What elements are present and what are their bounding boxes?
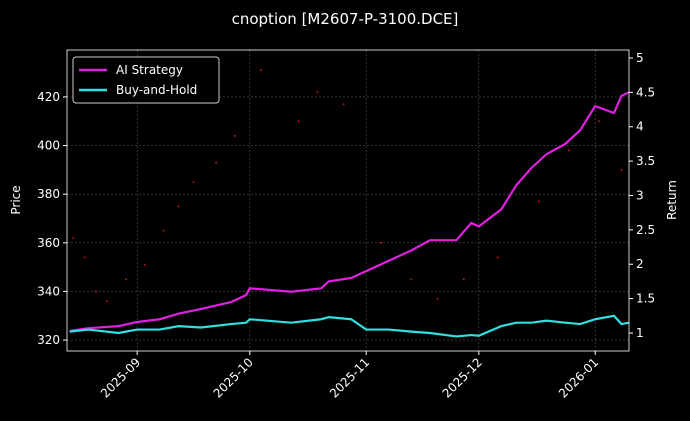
- y2-tick-label: 1: [636, 326, 644, 340]
- price-point: [72, 236, 75, 239]
- y-tick-label: 420: [37, 90, 60, 104]
- y2-tick-label: 5: [636, 51, 644, 65]
- y2-axis-label: Return: [665, 180, 679, 220]
- price-point: [567, 149, 570, 152]
- y-tick-label: 360: [37, 236, 60, 250]
- legend: AI Strategy Buy-and-Hold: [72, 56, 220, 104]
- price-point: [124, 278, 127, 281]
- x-tick-label: 2025-10: [211, 355, 256, 400]
- price-point: [597, 120, 600, 123]
- price-point: [162, 229, 165, 232]
- legend-label: AI Strategy: [116, 63, 183, 77]
- x-tick-label: 2025-12: [440, 355, 485, 400]
- price-point: [94, 290, 97, 293]
- price-point: [620, 168, 623, 171]
- y2-tick-label: 2: [636, 257, 644, 271]
- y2-tick-label: 3: [636, 188, 644, 202]
- y-tick-label: 400: [37, 139, 60, 153]
- y2-tick-label: 4.5: [636, 85, 655, 99]
- series-line: [69, 91, 630, 333]
- price-point: [342, 103, 345, 106]
- price-point: [462, 278, 465, 281]
- price-point: [436, 297, 439, 300]
- x-tick-label: 2025-11: [327, 355, 372, 400]
- price-point: [380, 241, 383, 244]
- price-point: [537, 200, 540, 203]
- chart-title: cnoption [M2607-P-3100.DCE]: [232, 10, 459, 28]
- legend-label: Buy-and-Hold: [116, 83, 197, 97]
- y2-tick-label: 2.5: [636, 223, 655, 237]
- price-point: [316, 91, 319, 94]
- price-point: [177, 205, 180, 208]
- y2-tick-label: 3.5: [636, 154, 655, 168]
- price-point: [297, 120, 300, 123]
- y-tick-label: 320: [37, 333, 60, 347]
- price-point: [215, 161, 218, 164]
- price-point: [143, 263, 146, 266]
- y2-tick-label: 1.5: [636, 292, 655, 306]
- y-axis-label: Price: [9, 185, 23, 214]
- x-tick-label: 2026-01: [556, 355, 601, 400]
- price-point: [233, 134, 236, 137]
- plot-frame: [66, 49, 630, 352]
- y-tick-label: 380: [37, 187, 60, 201]
- y2-tick-label: 4: [636, 120, 644, 134]
- price-point: [192, 181, 195, 184]
- price-point: [260, 69, 263, 72]
- legend-box: [72, 56, 220, 104]
- price-point: [83, 256, 86, 259]
- y-tick-label: 340: [37, 284, 60, 298]
- price-point: [410, 278, 413, 281]
- x-tick-label: 2025-09: [98, 355, 143, 400]
- series-line: [69, 314, 630, 338]
- price-point: [496, 256, 499, 259]
- price-point: [106, 300, 109, 303]
